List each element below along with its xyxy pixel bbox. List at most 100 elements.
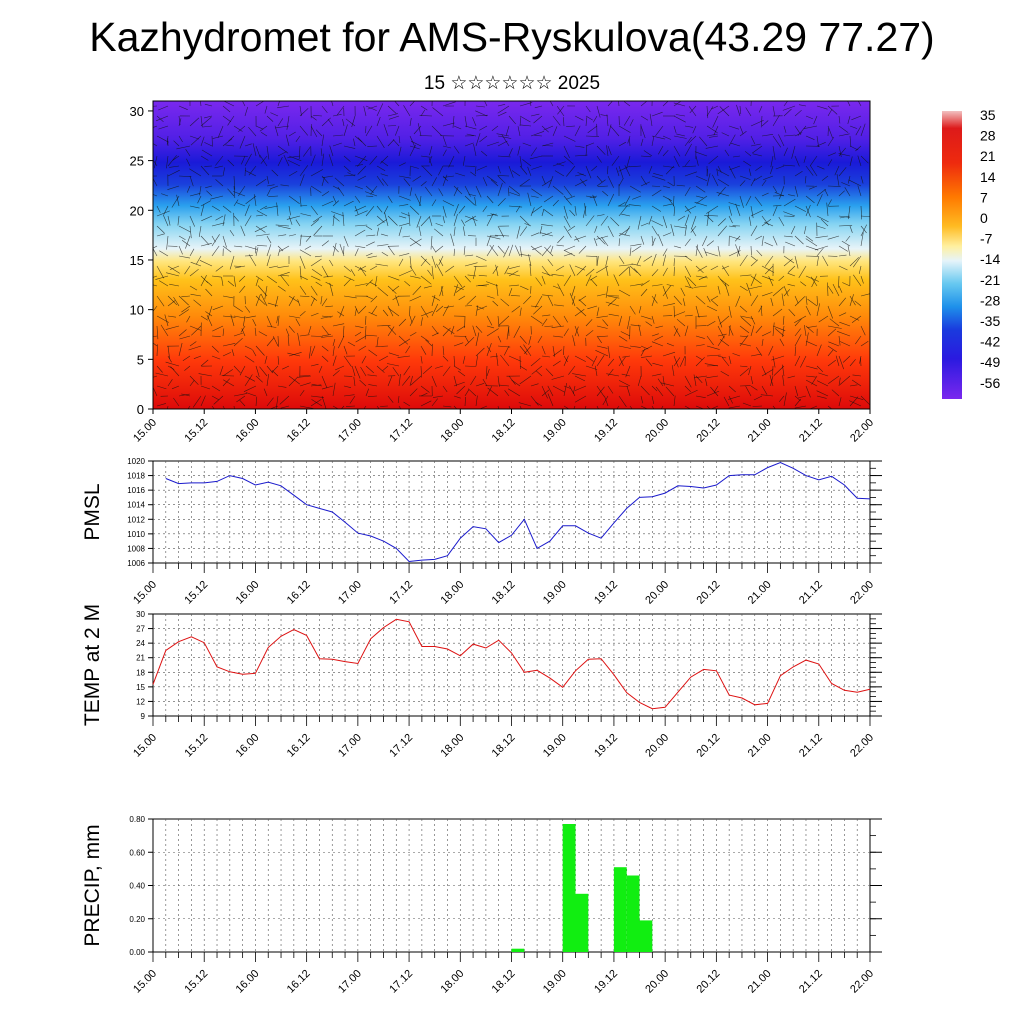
wind-barb: [304, 245, 312, 250]
wind-barb: [858, 265, 862, 274]
wind-barb: [288, 215, 293, 225]
wind-barb: [706, 305, 718, 312]
wind-barb: [574, 235, 587, 241]
wind-barb: [409, 315, 416, 327]
wind-barb: [529, 263, 532, 277]
wind-barb: [173, 296, 180, 307]
wind-barb: [860, 155, 869, 164]
wind-barb: [453, 248, 455, 257]
wind-barb: [462, 155, 466, 166]
wind-barb: [673, 357, 681, 367]
y-tick-label: 1006: [127, 559, 145, 568]
wind-barb: [475, 325, 483, 333]
wind-barb: [497, 182, 503, 197]
wind-barb: [739, 285, 748, 291]
wind-barb: [804, 175, 807, 184]
wind-barb: [638, 305, 642, 314]
wind-barb: [783, 289, 791, 297]
wind-barb: [673, 395, 676, 407]
wind-barb: [721, 357, 730, 367]
wind-barb: [343, 394, 355, 397]
wind-barb: [849, 225, 853, 233]
wind-barb: [486, 244, 495, 257]
wind-barb: [464, 115, 468, 128]
wind-barb: [684, 375, 692, 388]
wind-barb: [481, 150, 488, 157]
wind-barb: [827, 359, 836, 367]
wind-barb: [288, 325, 295, 333]
wind-barb: [401, 212, 411, 217]
wind-barb: [222, 405, 226, 409]
wind-barb: [365, 185, 374, 193]
wind-barb: [530, 195, 539, 198]
wind-barb: [435, 223, 444, 227]
wind-barb: [189, 248, 195, 257]
wind-barb: [315, 129, 323, 137]
wind-barb: [805, 135, 815, 140]
wind-barb: [211, 345, 219, 353]
wind-barb: [409, 305, 411, 317]
x-tick-label: 22.00: [848, 417, 876, 445]
wind-barb: [343, 295, 357, 299]
wind-barb: [735, 244, 741, 257]
wind-barb: [409, 275, 421, 279]
wind-barb: [376, 165, 386, 172]
wind-barb: [756, 347, 763, 357]
wind-barb: [486, 213, 494, 227]
wind-barb: [283, 154, 290, 167]
wind-barb: [745, 107, 752, 117]
wind-barb: [684, 186, 691, 197]
x-tick-label: 16.12: [285, 417, 313, 445]
wind-barb: [321, 345, 329, 352]
wind-barb: [849, 125, 858, 129]
wind-barb: [524, 223, 532, 227]
wind-barb: [662, 375, 665, 386]
wind-barb: [497, 135, 512, 139]
wind-barb: [531, 165, 543, 170]
wind-barb: [178, 135, 183, 143]
wind-barb: [235, 265, 246, 269]
wind-barb: [695, 295, 706, 305]
x-tick-label: 20.12: [695, 968, 723, 996]
wind-barb: [721, 265, 730, 270]
wind-barb: [739, 274, 752, 277]
wind-barb: [365, 241, 375, 247]
wind-barb: [591, 165, 598, 172]
wind-barb: [508, 115, 516, 125]
wind-barb: [185, 149, 191, 157]
wind-barb: [233, 365, 241, 374]
wind-barb: [684, 125, 694, 128]
wind-barb: [788, 194, 796, 197]
y-tick-label: 0.60: [129, 848, 145, 857]
wind-barb: [212, 325, 224, 332]
wind-barb: [244, 215, 252, 227]
wind-barb: [438, 165, 444, 176]
wind-barb: [420, 365, 422, 378]
wind-barb: [409, 145, 420, 150]
wind-barb: [742, 402, 752, 407]
wind-barb: [596, 345, 608, 349]
wind-barb: [222, 138, 233, 147]
wind-barb: [167, 295, 178, 306]
wind-barb: [299, 295, 310, 297]
wind-barb: [544, 325, 554, 327]
wind-barb: [822, 255, 829, 267]
wind-barb: [534, 295, 543, 308]
wind-barb: [321, 355, 329, 362]
wind-barb: [370, 265, 378, 271]
wind-barb: [496, 353, 499, 367]
wind-barb: [227, 188, 235, 197]
wind-barb: [357, 155, 367, 167]
wind-barb: [607, 358, 615, 367]
wind-barb: [651, 373, 662, 377]
wind-barb: [794, 132, 803, 137]
wind-barb: [486, 328, 499, 337]
wind-barb: [332, 355, 337, 367]
wind-barb: [376, 219, 388, 227]
wind-barb: [467, 388, 477, 397]
wind-barb: [652, 362, 664, 367]
wind-barb: [225, 144, 235, 147]
wind-barb: [387, 113, 398, 117]
wind-barb: [519, 215, 530, 226]
wind-barb: [831, 389, 840, 397]
